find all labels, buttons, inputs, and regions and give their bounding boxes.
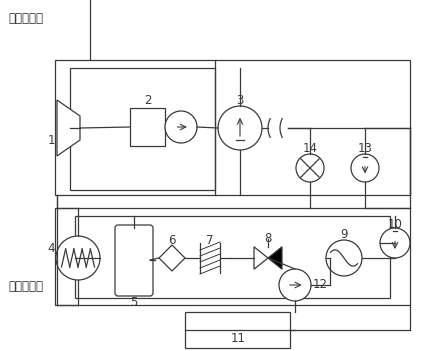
Circle shape xyxy=(279,269,311,301)
Bar xyxy=(70,68,215,190)
Circle shape xyxy=(380,228,410,258)
Polygon shape xyxy=(268,247,282,269)
Bar xyxy=(55,60,410,195)
Text: 7: 7 xyxy=(206,233,214,246)
Text: 2: 2 xyxy=(144,93,152,106)
Circle shape xyxy=(326,240,362,276)
Text: 低压管网侧: 低压管网侧 xyxy=(8,280,43,293)
Polygon shape xyxy=(57,100,80,156)
Text: 4: 4 xyxy=(47,241,55,254)
Text: 8: 8 xyxy=(264,232,272,245)
Polygon shape xyxy=(159,245,185,271)
Circle shape xyxy=(296,154,324,182)
Circle shape xyxy=(56,236,100,280)
Text: 12: 12 xyxy=(313,278,328,291)
Text: 高压管网侧: 高压管网侧 xyxy=(8,12,43,25)
Bar xyxy=(185,312,290,348)
Text: 14: 14 xyxy=(303,141,318,154)
Circle shape xyxy=(351,154,379,182)
Text: 6: 6 xyxy=(168,233,176,246)
Text: 5: 5 xyxy=(130,296,138,309)
Bar xyxy=(55,208,410,305)
Circle shape xyxy=(165,111,197,143)
Text: 1: 1 xyxy=(47,133,55,146)
FancyBboxPatch shape xyxy=(115,225,153,296)
Text: 13: 13 xyxy=(358,141,373,154)
Text: 9: 9 xyxy=(340,229,348,241)
Bar xyxy=(75,216,390,298)
Text: 11: 11 xyxy=(230,331,245,344)
Circle shape xyxy=(218,106,262,150)
Text: 3: 3 xyxy=(236,93,244,106)
Polygon shape xyxy=(254,247,268,269)
Bar xyxy=(130,108,165,146)
Text: 10: 10 xyxy=(388,218,402,231)
